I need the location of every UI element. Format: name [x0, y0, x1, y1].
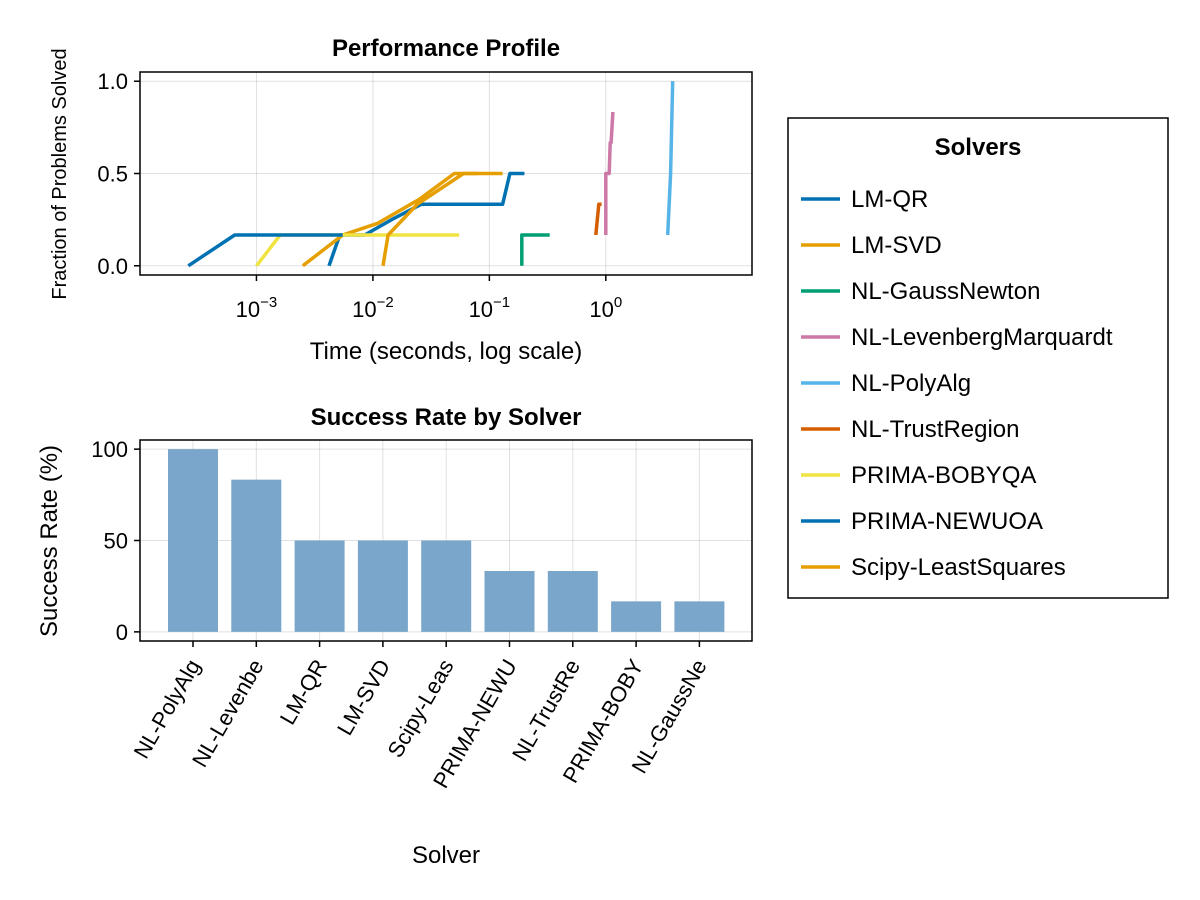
series-line-scipy-leastsquares: [381, 171, 479, 267]
top-xtick-label: 10−2: [352, 294, 394, 322]
top-ytick-label: 0.5: [97, 162, 128, 187]
top-xtick-base: 10: [236, 297, 260, 322]
bar-scipy-leas: [421, 540, 472, 632]
bar-nl-trustre: [547, 571, 598, 632]
bottom-ytick-label: 50: [104, 529, 128, 554]
legend-label: PRIMA-BOBYQA: [851, 462, 1036, 489]
legend-label: PRIMA-NEWUOA: [851, 508, 1043, 535]
top-xtick-exponent: 0: [614, 294, 622, 311]
legend-item-scipy-leastsquares: Scipy-LeastSquares: [801, 554, 1066, 581]
series-line-prima-newuoa: [187, 233, 343, 268]
top-xtick-base: 10: [469, 297, 493, 322]
top-xtick-exponent: −3: [260, 294, 277, 311]
legend-label: NL-GaussNewton: [851, 278, 1040, 305]
success-rate-bars: [168, 449, 725, 632]
bottom-xtick-label: LM-QR: [275, 655, 332, 729]
performance-profile-series: [187, 81, 675, 268]
top-xtick-label: 10−1: [469, 294, 511, 322]
series-line-lm-qr: [327, 171, 525, 267]
legend-title: Solvers: [935, 134, 1022, 161]
legend-label: NL-PolyAlg: [851, 370, 971, 397]
legend-item-nl-gaussnewton: NL-GaussNewton: [801, 278, 1040, 305]
series-line-nl-gaussnewton: [520, 233, 550, 266]
legend-label: NL-TrustRegion: [851, 416, 1020, 443]
bar-nl-gaussne: [674, 601, 725, 632]
performance-profile-title: Performance Profile: [332, 35, 560, 62]
bottom-ytick-label: 100: [91, 437, 128, 462]
legend-item-nl-levenbergmarquardt: NL-LevenbergMarquardt: [801, 324, 1113, 351]
legend-items: LM-QR LM-SVD NL-GaussNewton NL-LevenbergMar…: [801, 186, 1113, 581]
top-xtick-label: 100: [589, 294, 622, 322]
series-line-nl-levenbergmarquardt: [604, 111, 615, 235]
success-rate-ylabel: Success Rate (%): [36, 445, 63, 637]
bottom-ytick-label: 0: [116, 620, 128, 645]
top-ytick-label: 1.0: [97, 69, 128, 94]
top-xtick-exponent: −1: [493, 294, 510, 311]
bar-prima-newu: [484, 571, 535, 632]
bottom-xtick-label: LM-SVD: [332, 655, 395, 739]
bar-lm-svd: [357, 540, 408, 632]
legend-item-lm-svd: LM-SVD: [801, 232, 942, 259]
legend-label: LM-SVD: [851, 232, 942, 259]
legend-item-nl-trustregion: NL-TrustRegion: [801, 416, 1020, 443]
top-xtick-base: 10: [352, 297, 376, 322]
performance-profile-chart: Performance Profile 10−3 10−2 10−1 1000.00.…: [49, 35, 753, 365]
legend-label: LM-QR: [851, 186, 928, 213]
success-rate-title: Success Rate by Solver: [311, 404, 582, 431]
top-xtick-label: 10−3: [236, 294, 278, 322]
performance-profile-ylabel: Fraction of Problems Solved: [49, 48, 71, 299]
series-line-nl-trustregion: [594, 202, 602, 236]
legend-item-nl-polyalg: NL-PolyAlg: [801, 370, 971, 397]
bar-lm-qr: [294, 540, 345, 632]
bar-nl-levenbe: [231, 479, 282, 632]
performance-profile-xlabel: Time (seconds, log scale): [310, 338, 583, 365]
legend-item-prima-newuoa: PRIMA-NEWUOA: [801, 508, 1043, 535]
series-line-prima-bobyqa: [255, 233, 460, 267]
series-line-nl-polyalg: [665, 81, 675, 236]
legend-frame: [787, 117, 1169, 599]
legend-label: NL-LevenbergMarquardt: [851, 324, 1113, 351]
success-rate-xlabel: Solver: [412, 842, 480, 869]
performance-profile-grid: [140, 72, 752, 275]
success-rate-chart: Success Rate by Solver 050100NL-PolyAlgN…: [36, 404, 753, 869]
bar-prima-boby: [611, 601, 662, 632]
top-xtick-base: 10: [589, 297, 613, 322]
legend-label: Scipy-LeastSquares: [851, 554, 1066, 581]
legend-item-lm-qr: LM-QR: [801, 186, 928, 213]
top-ytick-label: 0.0: [97, 254, 128, 279]
bar-nl-polyalg: [168, 449, 218, 632]
legend-item-prima-bobyqa: PRIMA-BOBYQA: [801, 462, 1036, 489]
legend: Solvers LM-QR LM-SVD NL-GaussNewton NL-Leve…: [787, 117, 1169, 599]
top-xtick-exponent: −2: [377, 294, 394, 311]
